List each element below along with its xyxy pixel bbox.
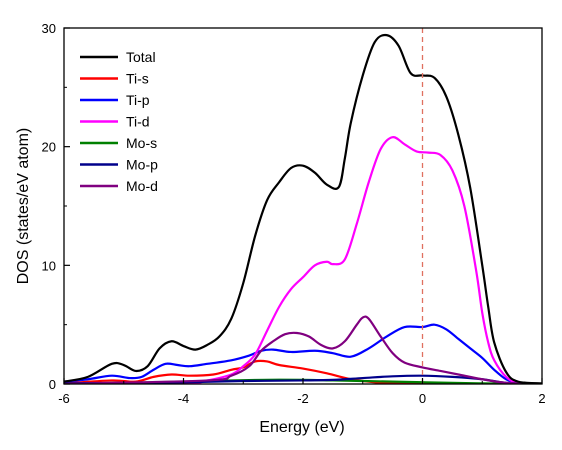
legend: Total Ti-s Ti-p Ti-d Mo-s Mo-p Mo-d xyxy=(80,49,158,194)
legend-label-mo-d: Mo-d xyxy=(126,178,158,194)
legend-label-ti-s: Ti-s xyxy=(126,71,149,87)
y-axis-title: DOS (states/eV atom) xyxy=(15,128,32,285)
legend-label-ti-d: Ti-d xyxy=(126,114,150,130)
plot-background xyxy=(64,28,542,384)
x-tick-label: -4 xyxy=(178,391,190,406)
y-tick-label: 10 xyxy=(42,258,56,273)
x-tick-label: 0 xyxy=(419,391,426,406)
legend-label-ti-p: Ti-p xyxy=(126,92,150,108)
series-line-ti-p xyxy=(64,323,542,384)
x-tick-label: -6 xyxy=(58,391,70,406)
series-lines xyxy=(64,33,542,384)
y-tick-label: 20 xyxy=(42,140,56,155)
series-line-mo-d xyxy=(64,315,542,384)
plot-area xyxy=(64,28,542,384)
x-tick-label: -2 xyxy=(297,391,309,406)
legend-label-mo-p: Mo-p xyxy=(126,157,158,173)
x-tick-label: 2 xyxy=(538,391,545,406)
y-tick-label: 0 xyxy=(49,377,56,392)
y-tick-label: 30 xyxy=(42,21,56,36)
series-line-ti-d xyxy=(64,136,542,384)
legend-label-total: Total xyxy=(126,49,156,65)
legend-label-mo-s: Mo-s xyxy=(126,135,157,151)
series-line-total xyxy=(64,33,542,384)
x-axis-title: Energy (eV) xyxy=(259,419,344,436)
